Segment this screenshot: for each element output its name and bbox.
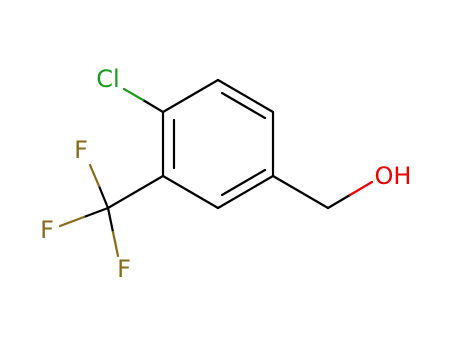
bond [216, 174, 275, 210]
atom-label: Cl [96, 65, 119, 93]
double-bond-inner [220, 91, 267, 120]
atom-label: F [74, 136, 88, 164]
bond [88, 163, 101, 188]
bond [161, 174, 220, 210]
atom-label: F [40, 216, 54, 244]
bond [348, 180, 374, 197]
bond [111, 230, 120, 258]
atom-label: OH [375, 162, 412, 190]
bond [58, 215, 86, 228]
bond [97, 184, 110, 210]
bond [82, 206, 110, 219]
double-bond-inner [220, 168, 267, 197]
bond [271, 174, 330, 210]
bonds [58, 78, 374, 258]
bond [106, 206, 115, 234]
bond [141, 98, 165, 114]
atom-label: F [117, 255, 131, 283]
bond [326, 193, 352, 210]
bond [161, 78, 220, 114]
bond [122, 87, 145, 102]
bond [216, 78, 275, 114]
bond [106, 174, 165, 210]
